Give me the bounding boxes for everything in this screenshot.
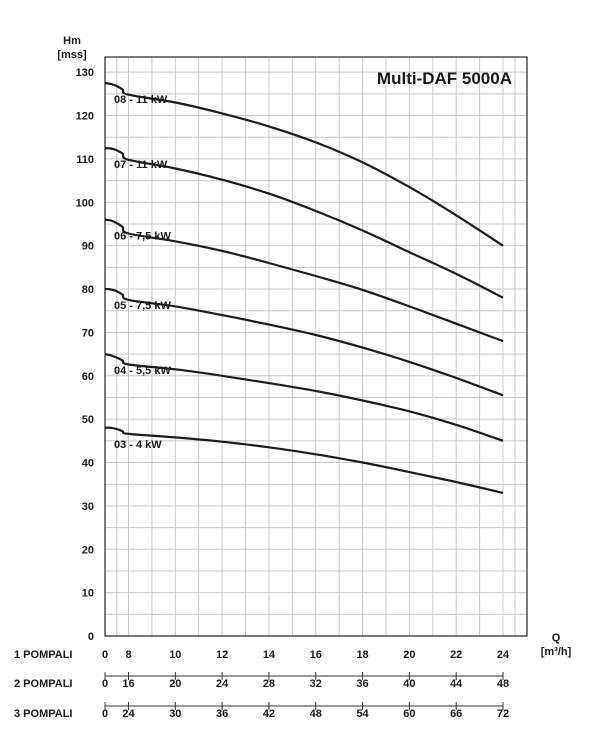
x-tick-label: 54 [356,708,369,720]
x-tick-label: 60 [403,708,415,720]
x-tick-label: 32 [310,678,322,690]
x-tick-label: 20 [403,649,415,661]
series-curve [104,81,504,247]
series-label: 08 - 11 kW [114,94,168,106]
series-label: 03 - 4 kW [114,439,162,451]
series-label: 07 - 11 kW [114,159,168,171]
series-curve [104,353,504,442]
series-label: 04 - 5,5 kW [114,365,171,377]
y-tick-label: 90 [82,241,94,253]
x-tick-label: 36 [216,708,228,720]
x-tick-label: 42 [263,708,275,720]
x-axis-label: Q [552,632,561,644]
x-tick-label: 12 [216,649,228,661]
x-tick-label: 66 [450,708,462,720]
x-tick-label: 18 [356,649,368,661]
x-tick-label: 24 [497,649,510,661]
x-tick-label: 40 [403,678,415,690]
series-curve [104,426,504,494]
series-curve [104,147,504,299]
x-tick-label: 10 [169,649,181,661]
x-tick-label: 22 [450,649,462,661]
y-tick-label: 100 [76,197,94,209]
x-scale-row-label: 2 POMPALI [14,678,72,690]
y-axis-label: Hm [63,35,81,47]
y-tick-label: 110 [76,154,94,166]
x-tick-label: 36 [356,678,368,690]
y-tick-label: 0 [88,631,94,643]
x-tick-label: 0 [102,649,108,661]
x-scales: 1 POMPALI 0 8 10 12 14 16 18 20 22 24 2 POMPALI 0 16 2… [14,649,510,720]
x-scale-row-label: 3 POMPALI [14,708,72,720]
x-tick-label: 0 [102,708,108,720]
y-tick-label: 40 [82,458,94,470]
x-tick-label: 48 [310,708,322,720]
x-scale-row-label: 1 POMPALI [14,649,72,661]
x-tick-label: 44 [450,678,463,690]
y-tick-label: 30 [82,501,94,513]
y-tick-label: 130 [76,67,94,79]
plot-frame [104,56,528,637]
grid-lines [105,57,527,636]
x-tick-label: 16 [310,649,322,661]
series-labels: 08 - 11 kW 07 - 11 kW 06 - 7,5 kW 05 - 7,5 … [114,94,171,451]
y-tick-label: 50 [82,414,94,426]
x-tick-label: 72 [497,708,509,720]
y-tick-label: 10 [82,588,94,600]
x-tick-label: 16 [122,678,134,690]
x-tick-label: 28 [263,678,275,690]
x-tick-label: 20 [169,678,181,690]
x-tick-label: 0 [102,678,108,690]
x-tick-label: 8 [125,649,131,661]
x-tick-label: 24 [216,678,229,690]
y-axis-unit: [mss] [57,49,87,61]
series-label: 05 - 7,5 kW [114,300,171,312]
x-tick-label: 30 [169,708,181,720]
y-tick-labels: 0 10 20 30 40 50 60 70 80 90 100 110 120 130 [76,67,94,643]
x-tick-label: 24 [122,708,135,720]
series-label: 06 - 7,5 kW [114,231,171,243]
y-tick-label: 20 [82,544,94,556]
y-tick-label: 80 [82,284,94,296]
series-curve [104,218,504,343]
chart-title: Multi-DAF 5000A [377,69,512,88]
series-curves [104,81,504,494]
x-tick-label: 14 [263,649,276,661]
x-axis-unit: [m³/h] [541,646,572,658]
y-tick-label: 120 [76,111,94,123]
x-tick-label: 48 [497,678,509,690]
y-tick-label: 60 [82,371,94,383]
series-curve [104,287,504,397]
y-tick-label: 70 [82,327,94,339]
